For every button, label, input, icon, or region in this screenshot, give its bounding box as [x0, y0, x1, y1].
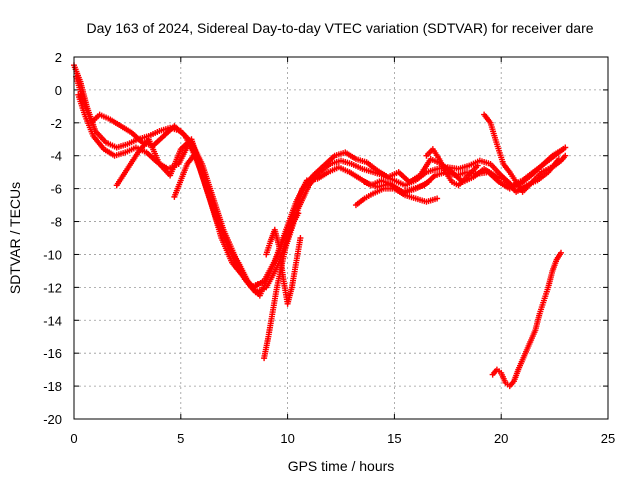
- y-tick-label: 0: [55, 83, 62, 98]
- data-points: [71, 62, 569, 390]
- plot-frame: [73, 56, 609, 420]
- series-arc-4: [113, 136, 206, 189]
- x-tick-label: 10: [280, 431, 294, 446]
- y-tick-label: -12: [43, 280, 62, 295]
- axis-ticks: 0 5 10 15 20 25-20-18-16-14-12-10-8-6-4-202: [43, 50, 615, 446]
- x-tick-label: 5: [177, 431, 184, 446]
- data-point: [425, 179, 432, 186]
- series-arc-5: [171, 152, 261, 291]
- y-tick-label: -8: [50, 215, 62, 230]
- series-arc-11: [481, 111, 569, 195]
- chart-title: Day 163 of 2024, Sidereal Day-to-day VTE…: [86, 20, 593, 36]
- x-axis-label: GPS time / hours: [288, 458, 395, 474]
- x-tick-label: 15: [387, 431, 401, 446]
- series-arc-12: [489, 249, 565, 390]
- x-tick-label: 0: [70, 431, 77, 446]
- data-point: [434, 195, 441, 202]
- x-tick-label: 20: [494, 431, 508, 446]
- series-arc-10: [423, 146, 481, 189]
- data-point: [558, 249, 565, 256]
- data-point: [295, 210, 302, 217]
- y-tick-label: -10: [43, 247, 62, 262]
- series-arc-7: [263, 226, 304, 307]
- data-point: [254, 281, 261, 288]
- data-point: [474, 162, 481, 169]
- series-arc-3: [75, 91, 567, 291]
- y-tick-label: 2: [55, 50, 62, 65]
- y-tick-label: -4: [50, 149, 62, 164]
- y-tick-label: -16: [43, 346, 62, 361]
- y-tick-label: -2: [50, 116, 62, 131]
- series-arc-9: [361, 179, 432, 197]
- y-axis-label: SDTVAR / TECUs: [7, 182, 23, 294]
- y-tick-label: -14: [43, 313, 62, 328]
- x-tick-label: 25: [601, 431, 615, 446]
- y-tick-label: -6: [50, 182, 62, 197]
- data-point: [297, 235, 304, 241]
- y-tick-label: -20: [43, 412, 62, 427]
- grid: [74, 57, 608, 419]
- series-arc-2: [73, 73, 562, 299]
- y-tick-label: -18: [43, 379, 62, 394]
- data-point: [562, 152, 569, 159]
- data-point: [560, 146, 567, 153]
